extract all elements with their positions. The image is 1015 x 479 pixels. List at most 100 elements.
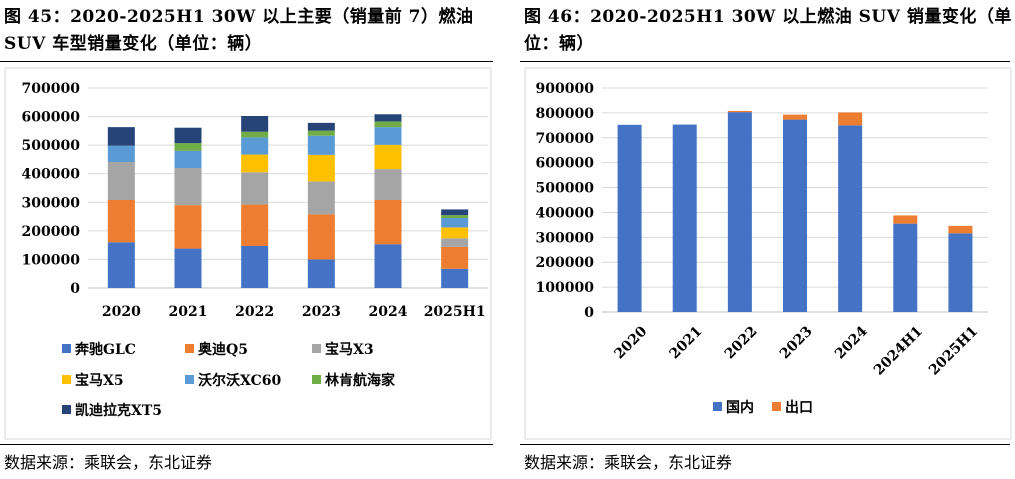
x-tick-label: 2021	[667, 323, 706, 362]
bar-segment	[241, 246, 269, 288]
legend-label: 宝马X3	[325, 341, 374, 358]
left-title-rule	[0, 61, 493, 62]
bar-segment	[241, 172, 269, 205]
bar-segment	[441, 209, 469, 216]
bar-segment	[107, 145, 135, 162]
bar-segment	[893, 223, 918, 312]
left-source-note: 数据来源：乘联会，东北证券	[4, 453, 213, 472]
bar-segment	[783, 119, 807, 312]
x-tick-label: 2020	[611, 323, 650, 362]
bar-segment	[441, 268, 469, 288]
y-tick-label: 100000	[22, 252, 81, 268]
bar-segment	[783, 114, 807, 120]
bar-segment	[374, 127, 402, 145]
left-stacked-bar-chart: 0 100000 200000 300000 400000 500000 600000 700…	[4, 67, 492, 440]
bar-segment	[174, 205, 202, 249]
legend-label: 奔驰GLC	[74, 341, 136, 358]
bar-segment	[441, 215, 469, 218]
bar-segment	[307, 214, 335, 260]
legend-swatch	[185, 344, 194, 353]
bar-segment	[948, 225, 973, 234]
bar-segment	[374, 121, 402, 128]
y-tick-label: 600000	[536, 156, 595, 172]
bar-segment	[441, 246, 469, 269]
bar-segment	[241, 154, 269, 173]
legend-label: 宝马X5	[75, 372, 124, 389]
legend-label: 沃尔沃XC60	[198, 372, 281, 389]
legend-label: 林肯航海家	[325, 372, 396, 389]
bar-segment	[174, 168, 202, 206]
legend-label: 国内	[726, 399, 754, 416]
right-title-rule	[520, 61, 1010, 62]
chart-frame	[524, 67, 1012, 440]
bar-segment	[374, 144, 402, 170]
legend-swatch	[312, 375, 321, 384]
bar-segment	[672, 124, 697, 312]
bar-segment	[107, 200, 135, 243]
y-tick-label: 500000	[22, 138, 81, 154]
bar-segment	[374, 200, 402, 245]
bar-segment	[174, 143, 202, 151]
bar-segment	[374, 244, 402, 288]
y-tick-label: 800000	[536, 106, 595, 122]
right-figure-title: 图 46：2020-2025H1 30W 以上燃油 SUV 销量变化（单位：辆）	[524, 7, 1012, 54]
x-tick-label: 2024H1	[871, 323, 926, 378]
bar-segment	[174, 150, 202, 168]
bar-segment	[441, 218, 469, 228]
bar-segment	[838, 125, 863, 312]
legend-label: 出口	[785, 399, 813, 416]
right-figure: 图 46：2020-2025H1 30W 以上燃油 SUV 销量变化（单位：辆）…	[520, 0, 1015, 479]
bar-segment	[307, 135, 335, 155]
x-tick-label: 2025H1	[424, 304, 486, 320]
legend-swatch	[772, 402, 781, 411]
chart-frame	[4, 67, 492, 440]
y-tick-label: 500000	[536, 181, 595, 197]
legend-swatch	[185, 375, 194, 384]
y-tick-label: 300000	[536, 230, 595, 246]
bar-segment	[441, 227, 469, 239]
left-source-rule	[0, 444, 493, 445]
bar-segment	[241, 116, 269, 132]
y-tick-label: 100000	[536, 280, 595, 296]
bar-segment	[727, 110, 752, 113]
bar-segment	[107, 242, 135, 288]
legend-swatch	[62, 375, 71, 384]
y-tick-label: 200000	[22, 224, 81, 240]
y-tick-label: 900000	[536, 81, 595, 97]
legend-swatch	[713, 402, 722, 411]
bar-segment	[727, 112, 752, 312]
bar-segment	[107, 127, 135, 146]
bar-segment	[241, 204, 269, 246]
bar-segment	[174, 248, 202, 288]
y-tick-label: 200000	[536, 255, 595, 271]
x-tick-label: 2020	[102, 304, 141, 320]
bar-segment	[374, 114, 402, 122]
y-tick-label: 0	[70, 281, 80, 297]
right-stacked-bar-chart: 0 100000 200000 300000 400000 500000 600000 700…	[524, 67, 1012, 440]
x-tick-label: 2024	[369, 304, 408, 320]
x-tick-label: 2021	[169, 304, 208, 320]
x-tick-label: 2023	[777, 323, 816, 362]
bar-segment	[307, 130, 335, 136]
bar-segment	[617, 124, 642, 312]
legend-label: 凯迪拉克XT5	[75, 402, 162, 419]
y-tick-label: 700000	[22, 81, 81, 97]
y-tick-label: 400000	[536, 205, 595, 221]
bar-segment	[374, 169, 402, 200]
y-tick-label: 300000	[22, 195, 81, 211]
bar-segment	[441, 238, 469, 247]
x-tick-label: 2025H1	[926, 323, 981, 378]
bar-segment	[948, 233, 973, 312]
y-tick-label: 0	[584, 305, 594, 321]
x-tick-label: 2024	[832, 323, 871, 362]
bar-segment	[174, 127, 202, 144]
bar-segment	[307, 259, 335, 288]
right-source-rule	[520, 444, 1010, 445]
bar-segment	[838, 112, 863, 126]
legend-swatch	[62, 344, 71, 353]
bar-segment	[307, 122, 335, 131]
bar-segment	[307, 181, 335, 215]
y-tick-label: 400000	[22, 167, 81, 183]
y-tick-label: 600000	[22, 110, 81, 126]
x-tick-label: 2022	[235, 304, 274, 320]
